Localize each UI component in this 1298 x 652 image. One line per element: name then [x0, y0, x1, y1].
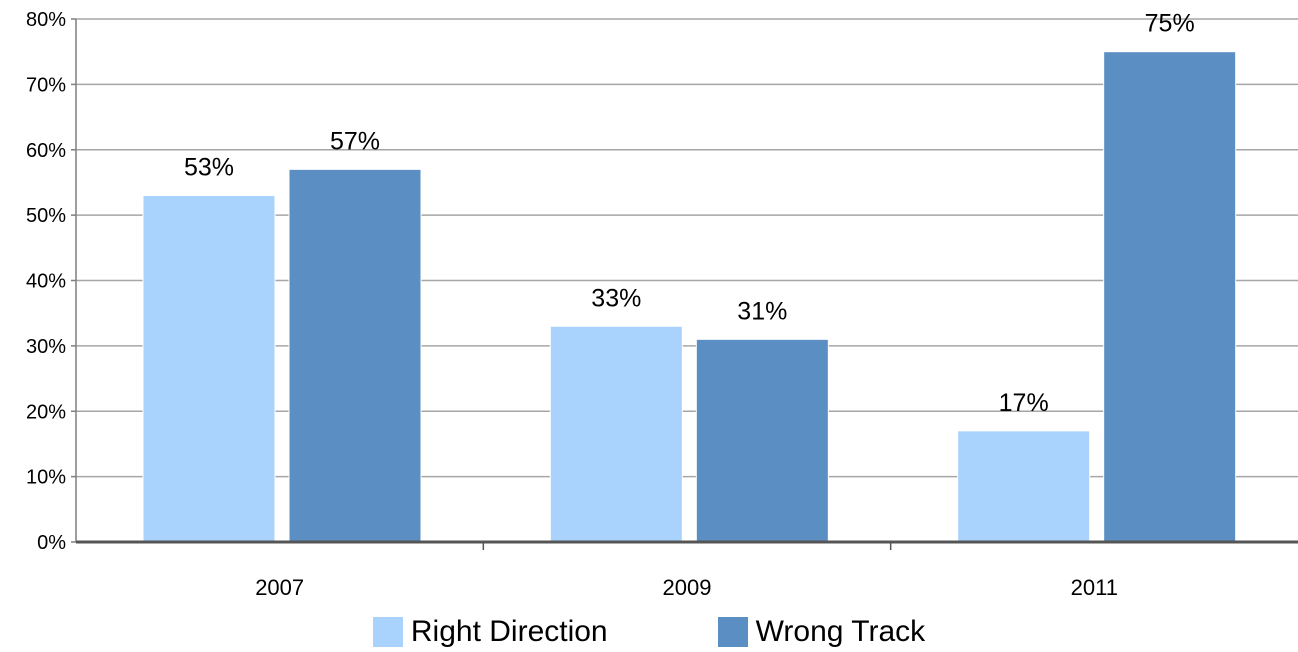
- x-tick-label: 2011: [1071, 575, 1118, 600]
- legend-swatch-right-direction: [372, 617, 403, 647]
- bars: [142, 51, 1237, 543]
- legend-item-wrong-track: Wrong Track: [717, 615, 926, 648]
- y-tick-label: 0%: [37, 532, 66, 554]
- y-tick-label: 40%: [26, 271, 66, 293]
- bar-right-direction-2009: [549, 325, 683, 543]
- legend-label-right-direction: Right Direction: [410, 615, 608, 648]
- bar-right-direction-2011: [957, 430, 1091, 543]
- data-label: 17%: [999, 389, 1049, 417]
- y-tick-label: 50%: [26, 205, 66, 227]
- y-tick-label: 30%: [26, 336, 66, 358]
- legend-item-right-direction: Right Direction: [372, 615, 608, 648]
- bar-wrong-track-2011: [1103, 51, 1237, 543]
- x-tick-label: 2007: [255, 575, 304, 600]
- y-tick-label: 60%: [26, 140, 66, 162]
- bar-chart: 0% 10% 20% 30% 40% 50% 60% 70% 80% 2007 53% 57% 2009…: [26, 9, 1298, 600]
- x-tick-label: 2009: [663, 575, 712, 600]
- labels: 0% 10% 20% 30% 40% 50% 60% 70% 80% 2007 53% 57% 2009…: [26, 9, 1195, 600]
- legend: Right Direction Wrong Track: [0, 612, 1298, 652]
- data-label: 31%: [737, 297, 787, 325]
- bar-right-direction-2007: [142, 195, 276, 543]
- data-label: 57%: [330, 127, 380, 155]
- bar-wrong-track-2009: [695, 338, 829, 543]
- y-tick-label: 70%: [26, 74, 66, 96]
- y-tick-label: 80%: [26, 9, 66, 31]
- data-label: 33%: [591, 284, 641, 312]
- y-tick-label: 20%: [26, 401, 66, 423]
- legend-swatch-wrong-track: [717, 617, 748, 647]
- y-tick-label: 10%: [26, 467, 66, 489]
- axes: [71, 18, 1298, 550]
- legend-label-wrong-track: Wrong Track: [755, 615, 926, 648]
- bar-wrong-track-2007: [288, 168, 422, 543]
- gridlines: [76, 18, 1298, 478]
- data-label: 75%: [1145, 10, 1195, 38]
- data-label: 53%: [184, 154, 234, 182]
